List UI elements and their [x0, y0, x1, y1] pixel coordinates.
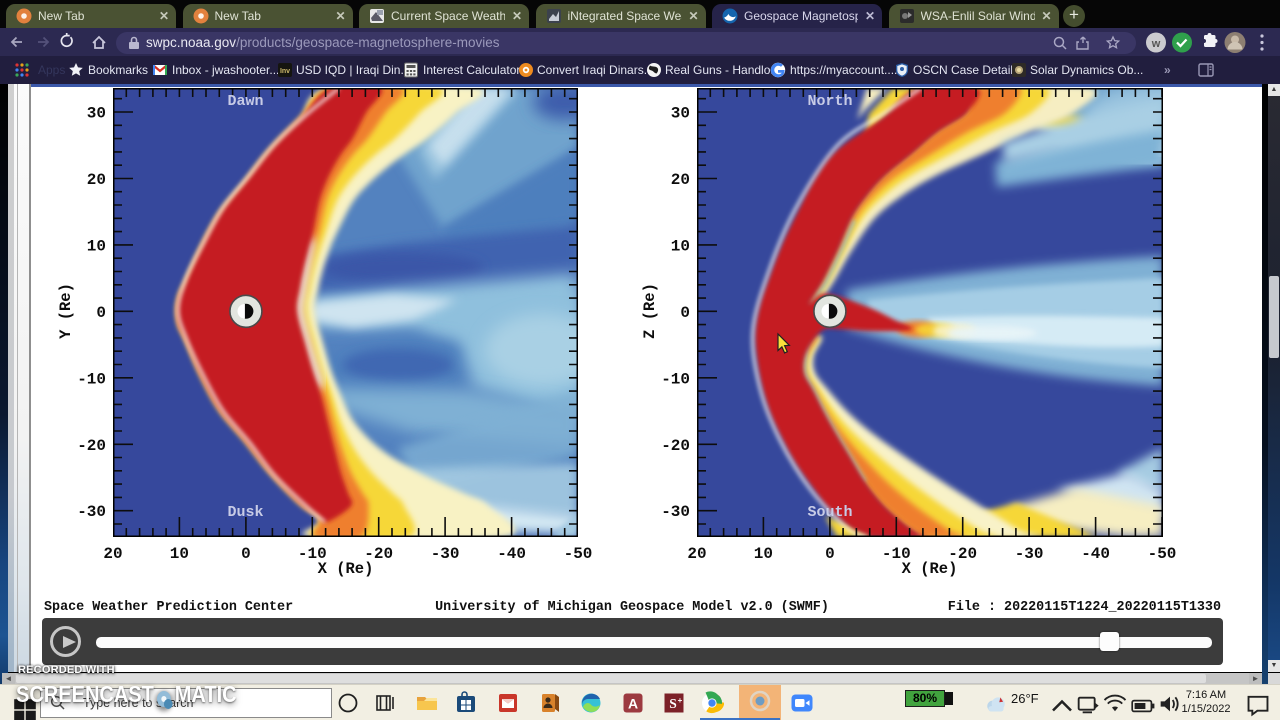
svg-text:-30: -30: [431, 545, 460, 563]
svg-text:Dawn: Dawn: [227, 93, 263, 110]
svg-text:File : 20220115T1224_20220115T: File : 20220115T1224_20220115T1330: [948, 600, 1221, 615]
svg-text:-10: -10: [77, 370, 106, 388]
svg-text:-20: -20: [364, 545, 393, 563]
svg-text:0: 0: [241, 545, 251, 563]
svg-text:w: w: [1151, 38, 1161, 50]
svg-text:10: 10: [754, 545, 773, 563]
svg-text:-20: -20: [661, 437, 690, 455]
svg-text:Y (Re): Y (Re): [57, 283, 75, 339]
svg-text:30: 30: [671, 105, 690, 123]
svg-text:-10: -10: [661, 370, 690, 388]
svg-text:-30: -30: [661, 503, 690, 521]
svg-text:Space Weather Prediction Cente: Space Weather Prediction Center: [44, 600, 293, 615]
svg-text:-50: -50: [1148, 545, 1177, 563]
svg-text:-20: -20: [948, 545, 977, 563]
svg-text:0: 0: [825, 545, 835, 563]
svg-text:-50: -50: [564, 545, 593, 563]
svg-text:X (Re): X (Re): [318, 560, 374, 578]
svg-text:Z (Re): Z (Re): [641, 283, 659, 339]
svg-text:X (Re): X (Re): [902, 560, 958, 578]
svg-text:S: S: [669, 696, 677, 711]
svg-text:A: A: [628, 696, 638, 712]
svg-text:0: 0: [96, 304, 106, 322]
svg-text:Dusk: Dusk: [227, 504, 263, 521]
svg-text:20: 20: [87, 171, 106, 189]
svg-text:+: +: [678, 696, 683, 705]
svg-text:10: 10: [87, 237, 106, 255]
svg-text:-10: -10: [298, 545, 327, 563]
svg-text:30: 30: [87, 105, 106, 123]
svg-text:20: 20: [687, 545, 706, 563]
svg-text:-30: -30: [1015, 545, 1044, 563]
svg-text:20: 20: [671, 171, 690, 189]
svg-text:-10: -10: [882, 545, 911, 563]
svg-text:North: North: [807, 93, 852, 110]
svg-text:10: 10: [671, 237, 690, 255]
svg-text:0: 0: [680, 304, 690, 322]
svg-text:-40: -40: [497, 545, 526, 563]
svg-text:20: 20: [103, 545, 122, 563]
svg-text:-20: -20: [77, 437, 106, 455]
svg-text:-30: -30: [77, 503, 106, 521]
svg-text:10: 10: [170, 545, 189, 563]
svg-text:South: South: [807, 504, 852, 521]
svg-text:University of Michigan Geospac: University of Michigan Geospace Model v2…: [435, 600, 829, 615]
svg-text:Inv: Inv: [280, 68, 290, 75]
svg-text:-40: -40: [1081, 545, 1110, 563]
